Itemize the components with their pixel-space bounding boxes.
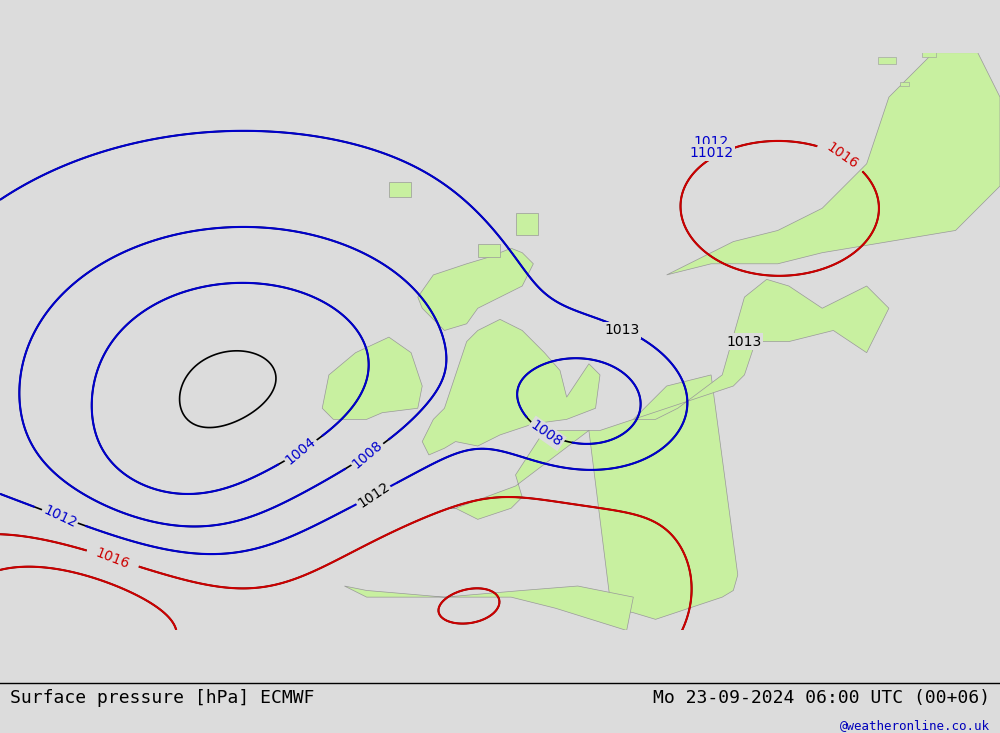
Text: 1012: 1012 bbox=[41, 503, 79, 530]
Text: 1016: 1016 bbox=[94, 545, 132, 571]
Polygon shape bbox=[967, 26, 978, 31]
Polygon shape bbox=[389, 182, 411, 197]
Text: Mo 23-09-2024 06:00 UTC (00+06): Mo 23-09-2024 06:00 UTC (00+06) bbox=[653, 689, 990, 707]
Polygon shape bbox=[922, 51, 936, 57]
Text: 1016: 1016 bbox=[824, 141, 861, 172]
Polygon shape bbox=[878, 57, 896, 64]
Polygon shape bbox=[418, 248, 533, 331]
Text: 1004: 1004 bbox=[283, 434, 319, 468]
Text: 1008: 1008 bbox=[350, 438, 386, 471]
Text: 1013: 1013 bbox=[605, 323, 640, 337]
Text: Surface pressure [hPa] ECMWF: Surface pressure [hPa] ECMWF bbox=[10, 689, 314, 707]
Text: 11012: 11012 bbox=[689, 146, 733, 160]
Text: 1016: 1016 bbox=[94, 545, 132, 571]
Text: 1012: 1012 bbox=[355, 479, 392, 511]
Text: 1008: 1008 bbox=[528, 418, 565, 449]
Text: @weatheronline.co.uk: @weatheronline.co.uk bbox=[840, 719, 990, 732]
Polygon shape bbox=[422, 320, 600, 455]
Polygon shape bbox=[667, 53, 1000, 275]
Polygon shape bbox=[900, 81, 909, 86]
Text: 1012: 1012 bbox=[693, 135, 729, 149]
Polygon shape bbox=[322, 337, 422, 419]
Polygon shape bbox=[633, 279, 889, 419]
Text: 1013: 1013 bbox=[727, 334, 762, 349]
Polygon shape bbox=[449, 375, 738, 619]
Text: 1016: 1016 bbox=[824, 141, 861, 172]
Polygon shape bbox=[478, 244, 500, 257]
Polygon shape bbox=[516, 213, 538, 235]
Polygon shape bbox=[344, 586, 633, 630]
